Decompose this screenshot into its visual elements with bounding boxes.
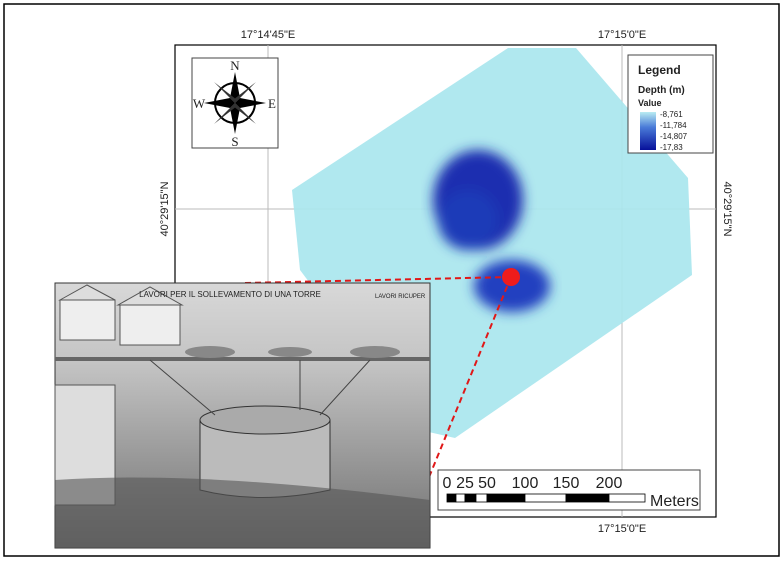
shed	[59, 299, 116, 341]
legend-label: -14,807	[660, 132, 688, 141]
tower-top	[199, 405, 331, 435]
coord-label: 17°15'0"E	[598, 523, 646, 535]
scale-segment	[455, 493, 466, 503]
compass-point	[204, 98, 235, 108]
boat	[268, 347, 312, 357]
connector	[244, 276, 512, 284]
depth-blob	[438, 190, 498, 250]
scale-segment	[446, 493, 457, 503]
cable	[149, 359, 371, 416]
compass-point	[230, 72, 240, 103]
boat	[350, 346, 400, 358]
coord-label: 17°15'0"E	[598, 29, 646, 41]
scale-segment	[475, 493, 488, 503]
scale-label: 100	[512, 475, 539, 492]
compass-label: S	[231, 134, 238, 149]
compass-label: E	[268, 96, 276, 111]
scale-label: 0	[443, 475, 452, 492]
scale-label: 200	[596, 475, 623, 492]
inset-note: LAVORI RICUPER	[375, 294, 426, 300]
legend-ramp	[640, 112, 656, 150]
legend: Legend Depth (m) Value -8,761 -11,784 -14,…	[627, 54, 714, 154]
scale-segment	[565, 493, 610, 503]
shed-roof	[116, 286, 184, 306]
legend-field: Value	[638, 98, 662, 108]
scale-label: 150	[553, 475, 580, 492]
scale-bar: 0 25 50 100 150 200 Meters	[437, 469, 701, 511]
compass-point	[235, 98, 266, 108]
depth-blob	[474, 260, 550, 312]
scale-box	[437, 469, 701, 511]
inset-drawing: LAVORI PER IL SOLLEVAMENTO DI UNA TORRE …	[54, 282, 431, 549]
coord-label: 17°14'45"E	[241, 29, 295, 41]
compass-point	[230, 103, 240, 134]
shed	[119, 304, 181, 346]
scale-unit: Meters	[650, 493, 699, 510]
compass-point	[214, 103, 237, 124]
compass-point	[214, 82, 237, 103]
depression	[433, 150, 550, 312]
legend-label: -17,83	[660, 143, 683, 152]
legend-label: -8,761	[660, 110, 683, 119]
coord-label: 40°29'15"N	[721, 181, 733, 236]
scale-segment	[524, 493, 567, 503]
boat	[185, 346, 235, 358]
legend-label: -11,784	[660, 121, 687, 130]
scale-label: 25	[456, 475, 474, 492]
tower-location	[502, 268, 520, 286]
scale-segment	[608, 493, 646, 503]
shed-roof	[58, 284, 116, 301]
legend-title: Legend	[638, 63, 681, 77]
scale-label: 50	[478, 475, 496, 492]
coord-label: 40°29'15"N	[159, 181, 171, 236]
compass-point	[233, 82, 256, 103]
legend-labels: -8,761 -11,784 -14,807 -17,83	[660, 110, 688, 152]
compass-point	[233, 103, 256, 124]
scale-group: 0 25 50 100 150 200	[443, 475, 646, 503]
water-line	[55, 357, 430, 361]
seabed	[55, 477, 430, 548]
scale-segment	[464, 493, 477, 503]
inset-title: LAVORI PER IL SOLLEVAMENTO DI UNA TORRE	[139, 290, 321, 299]
compass: N S E W	[191, 57, 279, 149]
scale-segment	[486, 493, 526, 503]
legend-layer: Depth (m)	[638, 85, 685, 96]
compass-label: N	[230, 58, 240, 73]
compass-label: W	[193, 96, 206, 111]
